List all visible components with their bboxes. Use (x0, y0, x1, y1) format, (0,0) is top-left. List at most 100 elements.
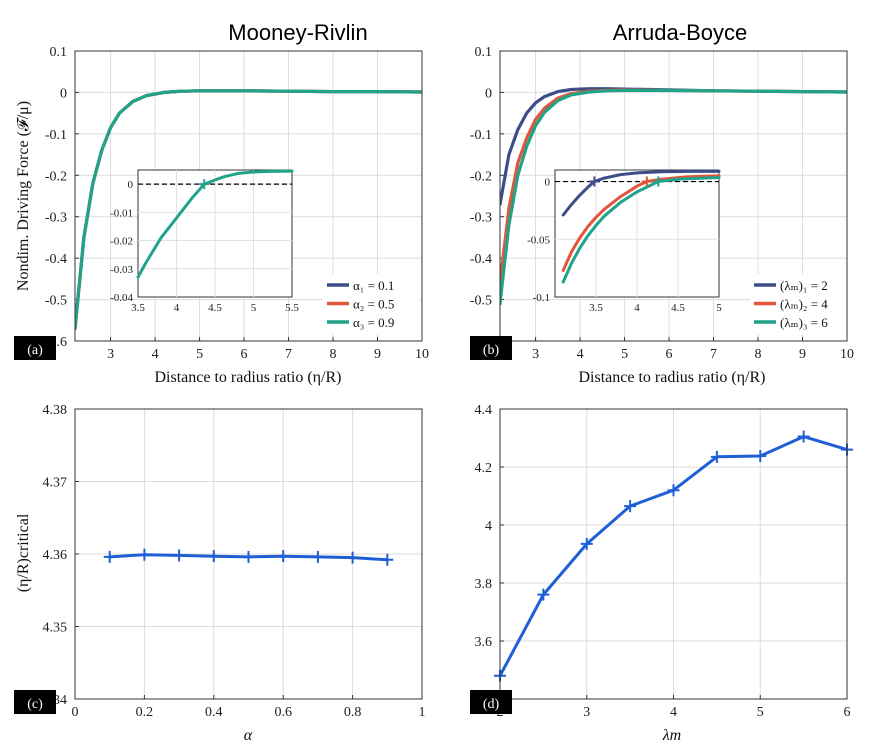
y-tick-label: 4.4 (475, 403, 493, 418)
x-tick-label: 7 (285, 347, 292, 362)
y-tick-label: -0.5 (470, 294, 492, 309)
inset-x-tick-label: 5 (716, 302, 722, 314)
legend-label: (λₘ)₂ = 4 (780, 297, 828, 312)
y-tick-label: 0.1 (475, 45, 493, 60)
inset-y-tick-label: -0.01 (110, 207, 133, 219)
data-point (624, 500, 637, 513)
inset-x-tick-label: 4 (174, 302, 180, 314)
y-tick-label: 3.8 (475, 577, 493, 592)
y-tick-label: 3.6 (475, 635, 493, 650)
panel-label-box (470, 690, 512, 714)
x-tick-label: 0.2 (136, 705, 154, 720)
x-tick-label: 5 (621, 347, 628, 362)
panel-label: (b) (483, 343, 500, 358)
data-point (346, 551, 359, 564)
panel-label: (d) (483, 697, 500, 712)
data-point (138, 548, 151, 561)
data-point (381, 553, 394, 566)
inset-series-line-3 (561, 176, 721, 284)
y-tick-label: -0.2 (470, 169, 492, 184)
panel-d: 234564.44.243.83.63.4λm(d) (470, 403, 853, 744)
data-point (311, 550, 324, 563)
x-tick-label: 3 (583, 705, 590, 720)
data-point (277, 550, 290, 563)
x-axis-label: λm (662, 727, 681, 744)
y-axis-label: Nondim. Driving Force (𝓕/μ) (15, 101, 32, 291)
panel-label: (c) (27, 697, 43, 712)
x-axis-label: α (244, 727, 253, 744)
x-tick-label: 4 (577, 347, 584, 362)
inset-y-tick-label: -0.05 (527, 234, 550, 246)
y-tick-label: 0.1 (50, 45, 68, 60)
data-point (242, 550, 255, 563)
data-point (797, 430, 810, 443)
x-tick-label: 0.4 (205, 705, 223, 720)
inset-y-tick-label: -0.02 (110, 236, 133, 248)
panel-label-box (14, 336, 56, 360)
inset-y-tick-label: -0.1 (533, 292, 550, 304)
x-tick-label: 0 (72, 705, 79, 720)
panel-label-box (14, 690, 56, 714)
data-point (754, 449, 767, 462)
x-tick-label: 6 (241, 347, 248, 362)
legend: α₁ = 0.1 α₂ = 0.5 α₃ = 0.9 (323, 274, 419, 334)
data-point (207, 550, 220, 563)
x-tick-label: 5 (757, 705, 764, 720)
inset-y-tick-label: 0 (128, 179, 134, 191)
legend: (λₘ)₁ = 2 (λₘ)₂ = 4 (λₘ)₃ = 6 (750, 274, 846, 334)
inset-series-line-2 (561, 174, 721, 272)
data-point (667, 484, 680, 497)
y-tick-label: 4.36 (43, 548, 68, 563)
inset-y-tick-label: -0.03 (110, 264, 133, 276)
inset-plot: 3.5 4 4.5 5 5.5 0 -0.01 -0.02 -0.03 -0.04 (110, 169, 299, 314)
y-tick-label: 4.37 (43, 476, 68, 491)
x-tick-label: 1 (419, 705, 426, 720)
inset-y-tick-label: 0 (545, 177, 551, 189)
legend-label: α₃ = 0.9 (353, 315, 394, 330)
axes-frame (499, 50, 848, 342)
y-tick-label: -0.4 (470, 252, 492, 267)
legend-label: α₂ = 0.5 (353, 297, 394, 312)
axes-frame (74, 408, 423, 700)
critical-point-marker (653, 176, 664, 187)
y-tick-label: 4.2 (475, 461, 493, 476)
y-tick-label: -0.4 (45, 252, 67, 267)
inset-y-tick-label: -0.04 (110, 292, 133, 304)
data-point (537, 588, 550, 601)
data-point (103, 550, 116, 563)
legend-label: (λₘ)₁ = 2 (780, 278, 828, 293)
legend-label: (λₘ)₃ = 6 (780, 315, 828, 330)
inset-x-tick-label: 3.5 (131, 302, 145, 314)
data-point (710, 450, 723, 463)
legend-label: α₁ = 0.1 (353, 278, 394, 293)
y-axis-label: (η/R)critical (15, 513, 32, 592)
critical-point-marker (589, 176, 600, 187)
chart-title: Arruda-Boyce (613, 20, 748, 45)
series-line-3 (75, 89, 422, 331)
x-tick-label: 6 (844, 705, 851, 720)
panel-label: (a) (27, 343, 43, 358)
inset-x-tick-label: 4.5 (671, 302, 685, 314)
inset-plot: 3.5 4 4.5 5 0 -0.05 -0.1 (527, 169, 722, 314)
critical-point-marker (641, 176, 652, 187)
inset-x-tick-label: 5.5 (285, 302, 299, 314)
inset-x-tick-label: 4.5 (208, 302, 222, 314)
x-tick-label: 10 (415, 347, 429, 362)
x-tick-label: 8 (755, 347, 762, 362)
x-tick-label: 8 (330, 347, 337, 362)
y-tick-label: 4.38 (43, 403, 68, 418)
series-line-3 (500, 88, 847, 306)
y-tick-label: -0.3 (45, 211, 67, 226)
y-tick-label: 4.35 (43, 621, 68, 636)
axes-frame (499, 408, 848, 700)
chart-title: Mooney-Rivlin (228, 20, 367, 45)
x-tick-label: 4 (670, 705, 677, 720)
x-tick-label: 0.6 (274, 705, 292, 720)
x-tick-label: 0.8 (344, 705, 362, 720)
y-tick-label: 4 (485, 519, 492, 534)
inset-series-line-1 (561, 169, 721, 217)
axes-frame (74, 50, 423, 342)
y-tick-label: -0.3 (470, 211, 492, 226)
x-tick-label: 4 (152, 347, 159, 362)
